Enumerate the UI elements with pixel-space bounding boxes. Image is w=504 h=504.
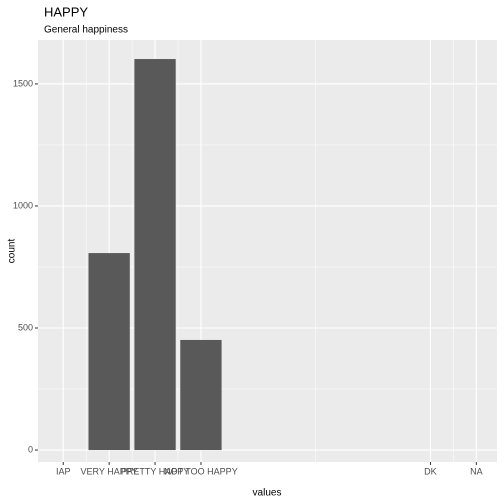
chart-title: HAPPY: [44, 4, 88, 19]
y-tick-label: 0: [28, 444, 33, 454]
y-tick-label: 500: [18, 322, 33, 332]
x-tick-label: VERY HAPPY: [81, 466, 138, 476]
x-tick-label: NA: [470, 466, 483, 476]
chart-subtitle: General happiness: [44, 25, 128, 36]
x-tick-label: PRETTY HAPPY: [121, 466, 189, 476]
x-tick-label: NOT TOO HAPPY: [164, 466, 238, 476]
x-tick-label: DK: [424, 466, 437, 476]
bar: [88, 253, 130, 451]
bar: [180, 339, 222, 451]
bar: [134, 59, 176, 451]
y-tick-label: 1500: [13, 78, 33, 88]
marks: [88, 59, 222, 451]
y-axis-title: count: [7, 239, 18, 264]
y-tick-label: 1000: [13, 200, 33, 210]
x-axis-title: values: [253, 488, 282, 499]
x-tick-label: IAP: [56, 466, 71, 476]
